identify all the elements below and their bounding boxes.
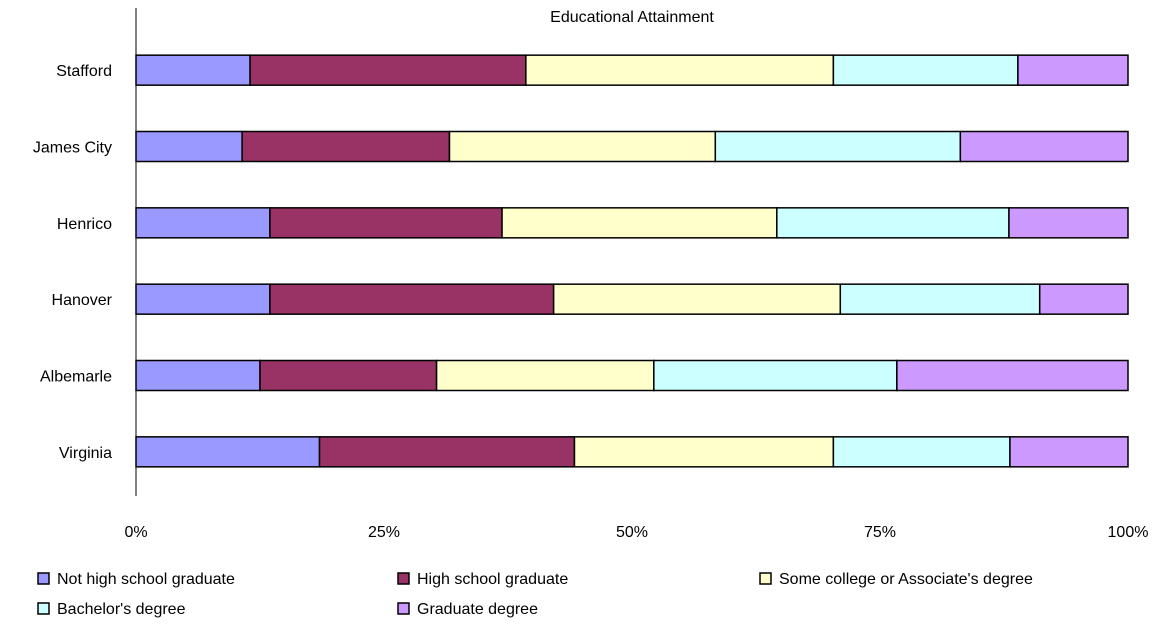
- legend-item-not-high-school-graduate: Not high school graduate: [37, 571, 235, 588]
- bar-virginia-some-college-or-associate-s-degree: [573, 436, 835, 468]
- bar-james-city-not-high-school-graduate: [135, 130, 243, 163]
- legend-swatch: [37, 602, 50, 615]
- legend-label: Graduate degree: [417, 601, 538, 618]
- bar-albemarle-high-school-graduate: [259, 359, 438, 392]
- category-label-hanover: Hanover: [52, 292, 113, 309]
- bar-virginia-not-high-school-graduate: [135, 436, 321, 468]
- category-label-stafford: Stafford: [56, 63, 112, 80]
- category-labels: Stafford James City Henrico Hanover Albemarl…: [33, 63, 113, 462]
- bar-james-city-graduate-degree: [959, 130, 1129, 163]
- legend: Not high school graduate High school grad…: [37, 571, 1033, 618]
- bar-stafford-high-school-graduate: [249, 54, 527, 86]
- bar-albemarle-not-high-school-graduate: [135, 359, 261, 392]
- bar-henrico-some-college-or-associate-s-degree: [501, 207, 778, 239]
- legend-label: Some college or Associate's degree: [779, 571, 1033, 588]
- bar-stafford-some-college-or-associate-s-degree: [525, 54, 835, 86]
- bar-stafford-not-high-school-graduate: [135, 54, 251, 86]
- x-tick-label: 25%: [368, 524, 400, 541]
- legend-item-high-school-graduate: High school graduate: [397, 571, 568, 588]
- x-tick-label: 75%: [864, 524, 896, 541]
- bar-stafford-bachelor-s-degree: [832, 54, 1019, 86]
- bar-hanover-graduate-degree: [1038, 283, 1129, 315]
- bar-stafford-graduate-degree: [1017, 54, 1129, 86]
- bar-james-city-high-school-graduate: [241, 130, 451, 163]
- bar-henrico-bachelor-s-degree: [776, 207, 1010, 239]
- bar-albemarle-some-college-or-associate-s-degree: [435, 359, 655, 392]
- bar-james-city-bachelor-s-degree: [714, 130, 962, 163]
- legend-label: High school graduate: [417, 571, 568, 588]
- x-tick-label: 0%: [124, 524, 147, 541]
- legend-swatch: [397, 572, 410, 585]
- x-tick-label: 100%: [1108, 524, 1149, 541]
- legend-item-some-college-or-associate-s-degree: Some college or Associate's degree: [759, 571, 1033, 588]
- bar-hanover-some-college-or-associate-s-degree: [552, 283, 842, 315]
- bar-albemarle-graduate-degree: [896, 359, 1129, 392]
- legend-label: Not high school graduate: [57, 571, 235, 588]
- category-label-james-city: James City: [33, 140, 112, 157]
- category-label-virginia: Virginia: [59, 445, 112, 462]
- category-label-albemarle: Albemarle: [40, 369, 112, 386]
- x-tick-labels: 0% 25% 50% 75% 100%: [124, 524, 1148, 541]
- legend-swatch: [37, 572, 50, 585]
- legend-label: Bachelor's degree: [57, 601, 186, 618]
- bar-henrico-graduate-degree: [1008, 207, 1129, 239]
- bar-hanover-not-high-school-graduate: [135, 283, 271, 315]
- bar-hanover-bachelor-s-degree: [839, 283, 1041, 315]
- legend-swatch: [759, 572, 772, 585]
- legend-swatch: [397, 602, 410, 615]
- bar-virginia-high-school-graduate: [318, 436, 576, 468]
- bar-hanover-high-school-graduate: [269, 283, 555, 315]
- chart-title: Educational Attainment: [550, 9, 714, 26]
- bar-virginia-graduate-degree: [1009, 436, 1129, 468]
- bar-james-city-some-college-or-associate-s-degree: [448, 130, 717, 163]
- legend-item-graduate-degree: Graduate degree: [397, 601, 538, 618]
- category-label-henrico: Henrico: [57, 216, 112, 233]
- bar-henrico-not-high-school-graduate: [135, 207, 271, 239]
- bars-layer: [135, 54, 1129, 468]
- bar-virginia-bachelor-s-degree: [832, 436, 1011, 468]
- bar-albemarle-bachelor-s-degree: [653, 359, 898, 392]
- x-tick-label: 50%: [616, 524, 648, 541]
- bar-henrico-high-school-graduate: [269, 207, 503, 239]
- legend-item-bachelor-s-degree: Bachelor's degree: [37, 601, 186, 618]
